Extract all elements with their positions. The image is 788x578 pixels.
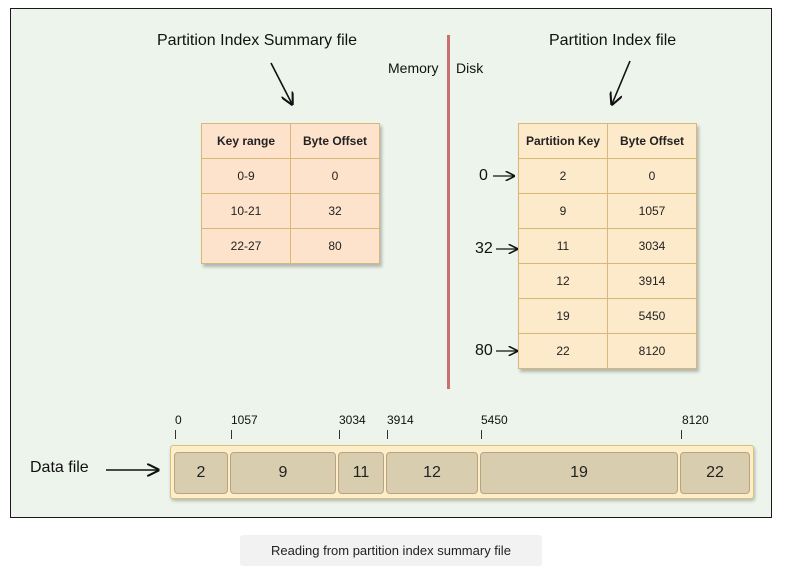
index-cell: 3034 [607, 228, 697, 264]
data-segment: 22 [680, 452, 750, 494]
offset-tick-label: 3914 [387, 413, 414, 427]
index-cell: 2 [518, 158, 608, 194]
offset-tick-label: 8120 [682, 413, 709, 427]
summary-title-arrow [270, 62, 292, 104]
table-row: 22 8120 [518, 333, 697, 369]
offset-tick [175, 430, 176, 439]
index-cell: 3914 [607, 263, 697, 299]
table-row: 22-27 80 [201, 228, 380, 264]
summary-cell: 32 [290, 193, 380, 229]
index-file-title: Partition Index file [549, 32, 677, 49]
table-row: 2 0 [518, 158, 697, 194]
index-header-row: Partition Key Byte Offset [518, 123, 697, 159]
offset-pointer-label: 32 [475, 240, 493, 257]
summary-cell: 0 [290, 158, 380, 194]
index-table: Partition Key Byte Offset 2 0 9 1057 11 … [518, 123, 697, 369]
data-segment: 9 [230, 452, 336, 494]
index-cell: 9 [518, 193, 608, 229]
table-row: 0-9 0 [201, 158, 380, 194]
offset-tick [231, 430, 232, 439]
table-row: 10-21 32 [201, 193, 380, 229]
summary-file-title: Partition Index Summary file [157, 32, 358, 49]
summary-cell: 80 [290, 228, 380, 264]
offset-pointer-label: 80 [475, 342, 493, 359]
data-file-block: 2 9 11 12 19 22 [170, 445, 754, 499]
summary-cell: 10-21 [201, 193, 291, 229]
index-header-partition-key: Partition Key [518, 123, 608, 159]
data-file-label: Data file [30, 459, 89, 476]
summary-cell: 22-27 [201, 228, 291, 264]
diagram-canvas: Partition Index Summary file Partition I… [10, 8, 772, 518]
index-cell: 11 [518, 228, 608, 264]
data-segment: 2 [174, 452, 228, 494]
offset-tick-label: 1057 [231, 413, 258, 427]
summary-header-byte-offset: Byte Offset [290, 123, 380, 159]
arrows-layer [106, 60, 631, 519]
index-header-byte-offset: Byte Offset [607, 123, 697, 159]
index-cell: 1057 [607, 193, 697, 229]
index-cell: 19 [518, 298, 608, 334]
offset-tick-label: 5450 [481, 413, 508, 427]
offset-tick-label: 0 [175, 413, 182, 427]
table-row: 11 3034 [518, 228, 697, 264]
offset-tick [681, 430, 682, 439]
table-row: 9 1057 [518, 193, 697, 229]
offset-tick [339, 430, 340, 439]
offset-pointer-label: 0 [479, 167, 488, 184]
data-segment: 19 [480, 452, 678, 494]
table-row: 19 5450 [518, 298, 697, 334]
summary-header-key-range: Key range [201, 123, 291, 159]
data-segment: 11 [338, 452, 384, 494]
data-segment: 12 [386, 452, 478, 494]
figure-caption: Reading from partition index summary fil… [240, 535, 542, 566]
summary-cell: 0-9 [201, 158, 291, 194]
memory-label: Memory [388, 60, 439, 76]
offset-tick [481, 430, 482, 439]
summary-table: Key range Byte Offset 0-9 0 10-21 32 22-… [201, 123, 380, 264]
index-cell: 22 [518, 333, 608, 369]
table-row: 12 3914 [518, 263, 697, 299]
index-cell: 12 [518, 263, 608, 299]
index-cell: 0 [607, 158, 697, 194]
index-title-arrow [612, 60, 631, 104]
disk-label: Disk [456, 60, 484, 76]
summary-header-row: Key range Byte Offset [201, 123, 380, 159]
offset-tick-label: 3034 [339, 413, 366, 427]
memory-disk-divider [447, 35, 450, 389]
index-cell: 5450 [607, 298, 697, 334]
index-cell: 8120 [607, 333, 697, 369]
offset-tick [387, 430, 388, 439]
